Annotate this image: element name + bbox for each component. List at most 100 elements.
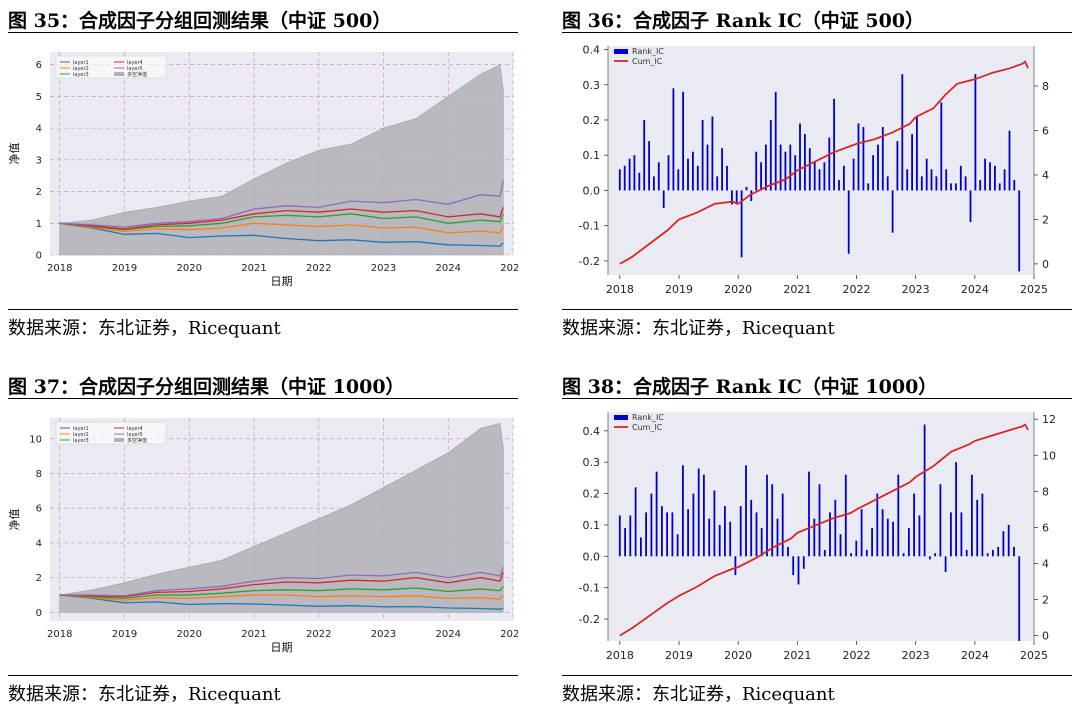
rank-ic-bar (713, 490, 716, 557)
rank-ic-bar (1013, 179, 1016, 191)
rank-ic-bar (721, 148, 723, 191)
y-tick-label-left: 0.0 (583, 550, 601, 563)
rank-ic-bar (886, 518, 889, 557)
rank-ic-bar (930, 169, 933, 191)
rank-ic-bar (789, 144, 792, 191)
rank-ic-bar (731, 190, 733, 205)
rank-ic-bar (692, 493, 695, 557)
x-tick-label: 2025 (1020, 649, 1048, 662)
chart-group-backtest-csi500: 2018 2019 2020 2021 2022 2023 2024 2025 0 1 2 3 4 5 6 l… (8, 52, 518, 288)
x-axis-title: 日期 (271, 641, 293, 654)
rank-ic-bar (640, 537, 642, 557)
y-tick-label-left: 0.2 (583, 114, 601, 127)
rank-ic-bar (697, 468, 700, 557)
x-tick-label: 2018 (47, 629, 72, 640)
rank-ic-bar (906, 169, 909, 191)
x-tick-label: 2021 (783, 283, 811, 296)
y-tick-label: 3 (36, 155, 42, 166)
figure-title: 图 35：合成因子分组回测结果（中证 500） (8, 10, 392, 32)
rank-ic-bar (881, 127, 884, 191)
rank-ic-bar (901, 74, 904, 191)
rank-ic-bar (716, 176, 719, 191)
x-tick-label: 2019 (665, 283, 693, 296)
source-note: 数据来源：东北证券，Ricequant (562, 318, 835, 339)
rank-ic-bar (818, 169, 821, 191)
rank-ic-bar (916, 116, 918, 191)
y-tick-label-right: 4 (1042, 169, 1049, 182)
rank-ic-bar (877, 144, 879, 191)
rank-ic-bar (672, 88, 675, 191)
rank-ic-bar (787, 546, 789, 557)
panel-35: 图 35：合成因子分组回测结果（中证 500） 2018 2019 2020 2021… (8, 0, 518, 340)
rank-ic-bar (653, 176, 655, 191)
rank-ic-bar (939, 484, 942, 557)
rank-ic-bar (923, 424, 926, 557)
x-tick-label: 2024 (961, 283, 989, 296)
rank-ic-bar (867, 183, 870, 191)
rank-ic-bar (760, 528, 763, 557)
legend-label-rank-ic: Rank_IC (632, 47, 664, 56)
rank-ic-bar (852, 158, 855, 191)
rank-ic-bar (739, 506, 742, 557)
x-tick-label: 2020 (724, 283, 752, 296)
rank-ic-bar (1018, 556, 1021, 641)
series-area-long-short (59, 422, 504, 613)
rank-ic-bar (708, 518, 711, 557)
rank-ic-bar (718, 524, 721, 557)
rank-ic-bar (676, 534, 679, 557)
rank-ic-bar (711, 116, 714, 191)
legend-label: layer4 (127, 426, 143, 432)
x-tick-label: 2021 (241, 629, 266, 640)
panel-37: 图 37：合成因子分组回测结果（中证 1000） 2018 2019 2020 202… (8, 366, 518, 706)
y-axis-title: 净值 (8, 143, 21, 165)
rank-ic-bar (648, 141, 650, 191)
x-tick-label: 2024 (961, 649, 989, 662)
x-tick-label: 2023 (371, 629, 396, 640)
x-tick-label: 2022 (843, 649, 871, 662)
chart-rank-ic-csi500: 2018 2019 2020 2021 2022 2023 2024 2025 -0.2 -0.1… (579, 44, 1049, 296)
x-tick-label: 2019 (112, 629, 137, 640)
bottom-rule (8, 309, 518, 310)
y-tick-label-left: 0.1 (583, 149, 601, 162)
x-tick-label: 2024 (436, 629, 461, 640)
x-tick-label: 2022 (306, 629, 331, 640)
rank-ic-bar (740, 190, 743, 258)
rank-ic-bar (792, 556, 795, 576)
rank-ic-bar (776, 518, 779, 557)
rank-ic-bar (971, 474, 973, 557)
rank-ic-bar (628, 158, 631, 191)
rank-ic-bar (945, 169, 948, 191)
cum-ic-line (619, 423, 1029, 637)
rank-ic-bar (724, 506, 726, 557)
rank-ic-bar (929, 556, 931, 560)
legend-label: 多空净值 (127, 71, 147, 78)
panel-38: 图 38：合成因子 Rank IC（中证 1000） 2018 2019 2020 2… (562, 366, 1072, 706)
rank-ic-bar (950, 512, 952, 557)
rank-ic-bar (650, 493, 653, 557)
rank-ic-bar (872, 155, 874, 191)
rank-ic-bar (634, 487, 637, 557)
x-tick-label: 2022 (843, 283, 871, 296)
legend-label: layer5 (127, 66, 143, 72)
series-line-layer4 (59, 207, 504, 230)
legend-label-cum-ic: Cum_IC (632, 423, 663, 432)
legend-label: layer1 (73, 60, 89, 66)
rank-ic-bar (981, 493, 984, 557)
y-tick-label: 2 (36, 573, 42, 584)
rank-ic-bar (813, 518, 816, 557)
source-note: 数据来源：东北证券，Ricequant (8, 318, 281, 339)
rank-ic-bar (913, 493, 915, 557)
y-tick-label-right: 2 (1042, 213, 1049, 226)
y-tick-label: 0 (36, 251, 42, 262)
y-tick-label-right: 10 (1042, 449, 1056, 462)
rank-ic-bar (687, 509, 689, 557)
rank-ic-bar (804, 134, 806, 191)
rank-ic-bar (935, 176, 938, 191)
title-rule (8, 398, 518, 399)
legend-label: layer5 (127, 432, 143, 438)
source-note: 数据来源：东北证券，Ricequant (562, 684, 835, 705)
rank-ic-bar (871, 528, 873, 557)
legend-label-cum-ic: Cum_IC (632, 57, 663, 66)
rank-ic-bar (989, 162, 991, 191)
rank-ic-bar (1007, 524, 1010, 557)
